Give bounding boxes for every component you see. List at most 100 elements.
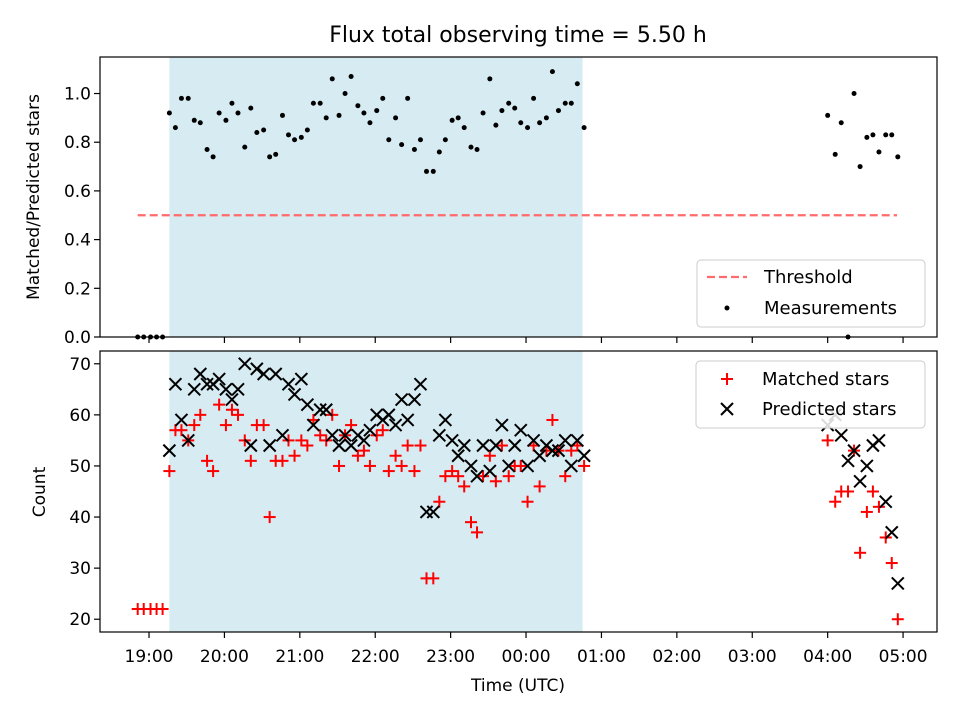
measurement-point: [555, 108, 561, 114]
matched-star-point: [382, 465, 395, 478]
predicted-star-point: [483, 464, 497, 478]
predicted-star-point: [338, 428, 352, 443]
measurement-point: [342, 91, 348, 97]
matched-star-point: [201, 454, 214, 467]
measurement-point: [480, 110, 486, 116]
predicted-star-point: [551, 443, 566, 458]
predicted-star-point: [508, 438, 522, 453]
measurement-point: [367, 120, 373, 126]
bottom-y-tick-label: 20: [69, 610, 91, 630]
top-y-tick-label: 0.4: [64, 231, 91, 251]
predicted-star-point: [438, 413, 453, 427]
predicted-star-point: [382, 408, 396, 422]
measurement-point: [242, 144, 248, 150]
bottom-x-tick-label: 22:00: [351, 647, 400, 667]
top-y-tick-label: 1.0: [64, 85, 91, 105]
predicted-star-point: [394, 392, 409, 407]
measurement-point: [204, 147, 210, 153]
measurement-point: [417, 137, 423, 143]
bottom-y-tick-label: 50: [69, 457, 91, 477]
predicted-star-point: [501, 459, 516, 473]
predicted-star-point: [457, 438, 471, 453]
matched-star-point: [565, 444, 578, 457]
measurement-point: [857, 164, 863, 170]
predicted-star-point: [564, 459, 578, 473]
predicted-star-point: [174, 413, 189, 427]
bottom-x-tick-label: 02:00: [652, 647, 701, 667]
top-observing-window-shade: [169, 57, 583, 337]
predicted-star-point: [193, 367, 207, 381]
measurement-point: [329, 76, 335, 82]
legend-predicted-label: Predicted stars: [762, 399, 896, 420]
measurement-point: [248, 105, 254, 111]
predicted-star-point: [325, 428, 339, 443]
predicted-star-point: [464, 459, 478, 473]
matched-star-point: [401, 439, 414, 452]
matched-star-point: [395, 459, 408, 472]
matched-star-point: [578, 459, 591, 472]
measurement-point: [191, 117, 197, 123]
predicted-star-point: [526, 433, 541, 448]
measurement-point: [883, 132, 889, 138]
measurement-point: [499, 108, 505, 114]
measurement-point: [870, 132, 876, 138]
predicted-star-point: [219, 382, 233, 397]
matched-star-point: [370, 429, 383, 442]
bottom-x-tick-label: 20:00: [200, 647, 249, 667]
predicted-star-point: [162, 443, 177, 458]
bottom-x-tick-label: 03:00: [728, 647, 777, 667]
measurement-point: [493, 122, 499, 128]
measurement-point: [223, 117, 229, 123]
matched-star-point: [866, 485, 879, 498]
predicted-star-point: [577, 449, 591, 463]
matched-star-point: [521, 495, 534, 508]
matched-star-point: [427, 572, 440, 585]
predicted-star-point: [225, 392, 239, 407]
predicted-star-point: [407, 392, 422, 407]
matched-star-point: [194, 408, 207, 421]
measurement-point: [543, 115, 549, 121]
matched-star-point: [357, 444, 370, 457]
matched-star-point: [163, 465, 176, 478]
bottom-panel-count: 20 30 40 50 60 70 19:00 20:00 21:00 22:00 23:00 00…: [30, 350, 938, 667]
matched-star-point: [872, 500, 885, 513]
measurement-point: [374, 108, 380, 114]
x-axis-label: Time (UTC): [470, 676, 565, 696]
measurement-point: [537, 120, 543, 126]
measurement-point: [562, 100, 568, 106]
matched-star-point: [408, 465, 421, 478]
measurement-point: [512, 105, 518, 111]
predicted-star-point: [470, 469, 484, 483]
matched-star-point: [156, 603, 169, 616]
predicted-star-point: [520, 459, 535, 473]
legend-measurements-swatch: [724, 305, 730, 311]
predicted-star-point: [332, 438, 346, 453]
matched-star-point: [213, 398, 226, 411]
predicted-star-point: [891, 576, 905, 591]
predicted-star-point: [363, 423, 377, 437]
measurement-point: [393, 115, 399, 121]
measurement-point: [411, 147, 417, 153]
predicted-star-point: [187, 382, 201, 397]
matched-star-point: [860, 505, 873, 518]
predicted-star-point: [545, 443, 560, 458]
matched-star-point: [891, 613, 904, 626]
legend-predicted-swatch: [720, 402, 734, 416]
measurement-point: [468, 144, 474, 150]
predicted-star-point: [294, 372, 309, 386]
predicted-star-point: [250, 362, 264, 376]
matched-star-point: [464, 516, 477, 529]
predicted-star-point: [879, 495, 893, 509]
measurement-point: [455, 115, 461, 121]
measurement-point: [506, 100, 512, 106]
matched-star-point: [314, 429, 327, 442]
predicted-star-point: [281, 377, 296, 391]
matched-star-point: [489, 475, 502, 488]
bottom-axes-frame: [99, 350, 938, 633]
measurement-point: [380, 95, 386, 101]
measurement-point: [216, 110, 222, 116]
predicted-star-point: [834, 428, 848, 443]
top-y-tick-label: 0.6: [64, 182, 91, 202]
predicted-star-point: [268, 367, 283, 381]
measurement-point: [581, 125, 587, 131]
